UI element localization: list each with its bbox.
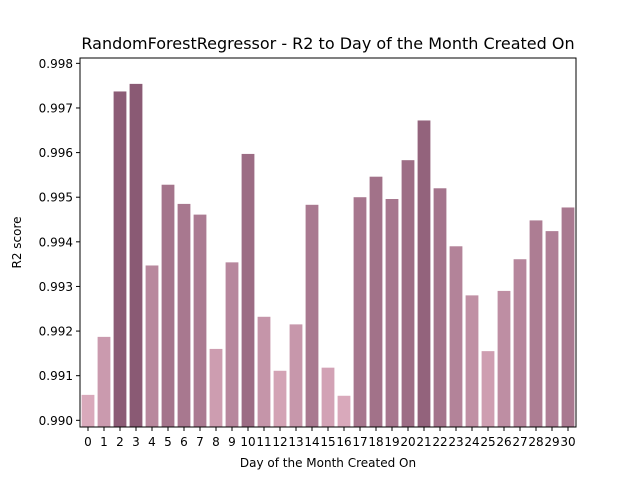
bar-day-30: [561, 207, 575, 427]
x-tick-label: 29: [544, 435, 559, 449]
bar-day-6: [177, 203, 191, 427]
x-tick-label: 25: [480, 435, 495, 449]
y-tick-label: 0.997: [39, 101, 73, 115]
chart-title: RandomForestRegressor - R2 to Day of the…: [81, 34, 574, 53]
bar-day-4: [145, 265, 159, 427]
bar-day-14: [305, 204, 319, 427]
bar-day-21: [417, 120, 431, 427]
x-tick-label: 15: [320, 435, 335, 449]
bar-day-23: [449, 246, 463, 427]
y-tick-label: 0.996: [39, 146, 73, 160]
bar-day-10: [241, 153, 255, 427]
bar-day-27: [513, 259, 527, 427]
bar-day-12: [273, 370, 287, 427]
x-tick-label: 17: [352, 435, 367, 449]
x-tick-label: 26: [496, 435, 511, 449]
x-tick-label: 13: [288, 435, 303, 449]
y-axis-label: R2 score: [10, 216, 24, 268]
x-tick-label: 22: [432, 435, 447, 449]
bar-day-22: [433, 188, 447, 427]
bar-day-19: [385, 199, 399, 427]
x-tick-label: 8: [212, 435, 220, 449]
x-tick-label: 10: [240, 435, 255, 449]
x-tick-label: 5: [164, 435, 172, 449]
x-tick-label: 28: [528, 435, 543, 449]
bar-day-5: [161, 184, 175, 427]
y-tick-label: 0.991: [39, 369, 73, 383]
x-tick-label: 27: [512, 435, 527, 449]
bar-day-13: [289, 324, 303, 427]
bars-group: [81, 83, 575, 428]
y-axis-ticks: 0.990 0.991 0.992 0.993 0.994 0.995 0.996 0.997…: [39, 57, 80, 428]
x-tick-label: 19: [384, 435, 399, 449]
y-tick-label: 0.990: [39, 414, 73, 428]
bar-day-17: [353, 197, 367, 427]
bar-day-15: [321, 367, 335, 427]
x-tick-label: 1: [100, 435, 108, 449]
x-tick-label: 21: [416, 435, 431, 449]
x-axis-label: Day of the Month Created On: [240, 456, 416, 470]
y-tick-label: 0.994: [39, 235, 73, 249]
x-tick-label: 6: [180, 435, 188, 449]
x-tick-label: 4: [148, 435, 156, 449]
x-tick-label: 23: [448, 435, 463, 449]
bar-day-29: [545, 231, 559, 427]
y-tick-label: 0.993: [39, 280, 73, 294]
bar-day-25: [481, 351, 495, 427]
x-axis-ticks: 0 1 2 3 4 5 6 7 8 9 10 11 12 13 14 15 16 17 18 19 20 21 22 23 24…: [84, 427, 576, 449]
bar-day-2: [113, 91, 127, 428]
x-tick-label: 18: [368, 435, 383, 449]
bar-day-26: [497, 290, 511, 427]
x-tick-label: 14: [304, 435, 319, 449]
bar-day-3: [129, 83, 143, 427]
bar-day-28: [529, 220, 543, 427]
bar-day-9: [225, 262, 239, 427]
x-tick-label: 20: [400, 435, 415, 449]
y-tick-label: 0.995: [39, 191, 73, 205]
x-tick-label: 9: [228, 435, 236, 449]
y-tick-label: 0.998: [39, 57, 73, 71]
bar-day-11: [257, 316, 271, 427]
plot-frame: [79, 57, 577, 428]
x-tick-label: 2: [116, 435, 124, 449]
x-tick-label: 0: [84, 435, 92, 449]
x-tick-label: 7: [196, 435, 204, 449]
bar-day-0: [81, 394, 95, 427]
x-tick-label: 11: [256, 435, 271, 449]
bar-day-18: [369, 176, 383, 427]
x-tick-label: 3: [132, 435, 140, 449]
bar-day-20: [401, 160, 415, 427]
x-tick-label: 30: [560, 435, 575, 449]
bar-day-8: [209, 348, 223, 427]
bar-day-24: [465, 295, 479, 427]
x-tick-label: 16: [336, 435, 351, 449]
bar-day-7: [193, 214, 207, 427]
y-tick-label: 0.992: [39, 325, 73, 339]
bar-day-1: [97, 336, 111, 427]
x-tick-label: 12: [272, 435, 287, 449]
bar-day-16: [337, 395, 351, 427]
x-tick-label: 24: [464, 435, 479, 449]
